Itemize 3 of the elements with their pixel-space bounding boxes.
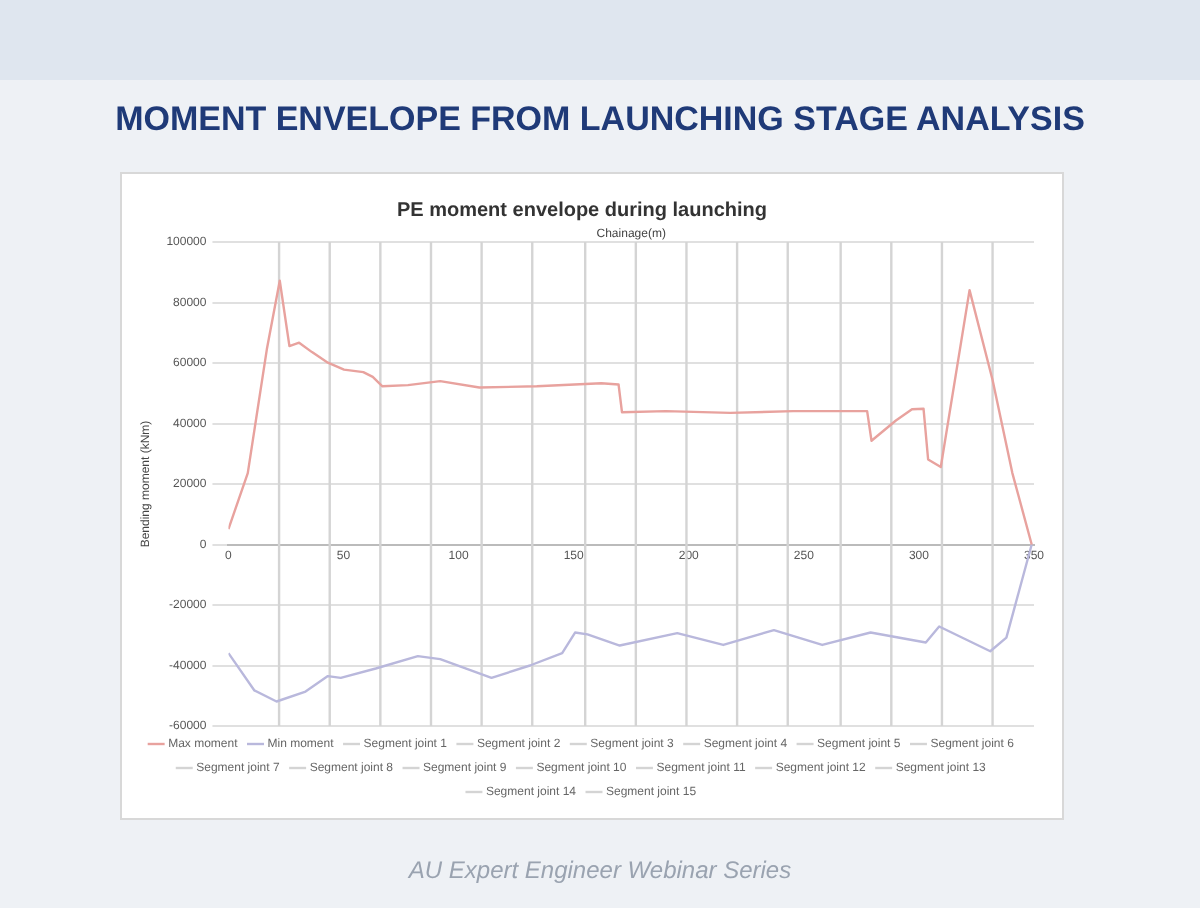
chart-title: MOMENT ENVELOPE FROM LAUNCHING STAGE ANALYSIS [113,100,1087,140]
text: AU Expert Engineer Webinar Series [406,856,794,884]
chart-subtitle: PE moment envelope during launching [396,199,768,222]
